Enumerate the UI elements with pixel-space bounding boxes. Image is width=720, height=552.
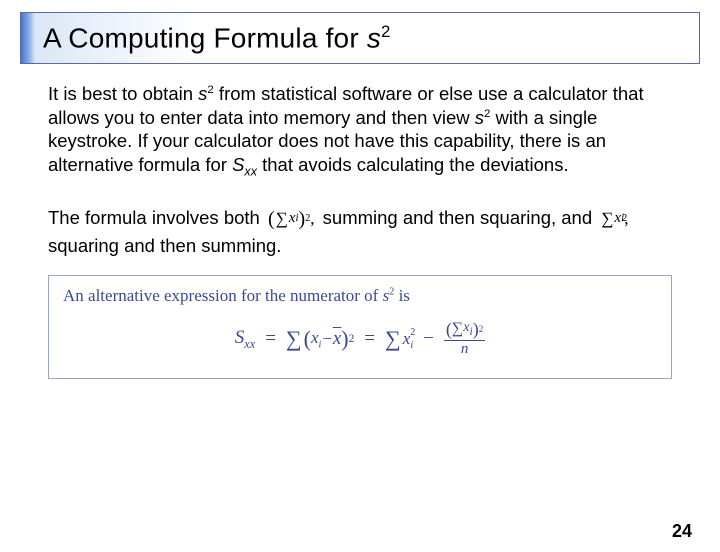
sigma-icon: ∑ (601, 206, 613, 232)
p1-t1: It is best to obtain (48, 83, 198, 104)
formula-header: An alternative expression for the numera… (63, 286, 657, 306)
slide: A Computing Formula for s2 It is best to… (0, 12, 720, 552)
xi-squared: x2i (403, 327, 413, 351)
rparen: ) (341, 326, 348, 352)
page-number: 24 (672, 521, 692, 542)
term-fraction: (∑xi)2 n (444, 320, 485, 358)
equals-2: = (364, 328, 375, 350)
fh-t1: An alternative expression for the numera… (63, 286, 383, 305)
xi: xi (463, 321, 472, 338)
x-var: x (289, 207, 296, 230)
lparen: ( (268, 209, 275, 229)
formula-box: An alternative expression for the numera… (48, 275, 672, 379)
comma: , (624, 206, 628, 232)
comma: , (310, 206, 314, 232)
sup-2: 2 (349, 333, 355, 345)
minus: − (321, 329, 332, 349)
x-var: x (614, 207, 621, 230)
inline-math-sum-then-square: (∑xi)2, (268, 206, 315, 232)
p2-t3: squaring and then summing. (48, 235, 281, 256)
paragraph-1: It is best to obtain s2 from statistical… (48, 82, 672, 180)
lhs: Sxx (235, 327, 255, 352)
p2-t1: The formula involves both (48, 207, 265, 228)
lhs-sub: xx (244, 336, 255, 350)
sigma-icon: ∑ (385, 326, 401, 352)
lparen: ( (304, 326, 311, 352)
page-title: A Computing Formula for s2 (43, 22, 391, 54)
sigma-icon: ∑ (452, 321, 463, 338)
title-exp: 2 (381, 22, 391, 41)
title-prefix: A Computing Formula for (43, 22, 367, 53)
rparen: ) (299, 209, 306, 229)
formula-equation: Sxx = ∑(xi − x)2 = ∑x2i − (∑xi)2 n (63, 320, 657, 358)
sup-2: 2 (479, 325, 484, 334)
title-bar: A Computing Formula for s2 (20, 12, 700, 64)
fh-t2: is (394, 286, 410, 305)
p1-var3: S (232, 154, 244, 175)
p1-sub3: xx (244, 165, 257, 179)
xbar: x (333, 328, 341, 350)
sigma-icon: ∑ (276, 206, 288, 232)
xi: xi (311, 328, 321, 350)
sigma-icon: ∑ (286, 326, 302, 352)
term-sum-x-squared: ∑x2i (385, 326, 413, 352)
p1-t4: that avoids calculating the deviations. (257, 154, 569, 175)
fraction-denominator: n (461, 341, 469, 358)
paragraph-2: The formula involves both (∑xi)2, summin… (48, 204, 672, 261)
minus-op: − (423, 328, 434, 350)
title-tab-accent (21, 13, 35, 63)
equals-1: = (265, 328, 276, 350)
p1-var2: s (475, 107, 484, 128)
title-var: s (367, 22, 381, 53)
lhs-S: S (235, 327, 245, 348)
term-sum-deviations-squared: ∑(xi − x)2 (286, 326, 354, 352)
inline-math-square-then-sum: ∑x2i, (600, 206, 628, 232)
fraction-numerator: (∑xi)2 (444, 320, 485, 341)
p2-t2: summing and then squaring, and (323, 207, 598, 228)
